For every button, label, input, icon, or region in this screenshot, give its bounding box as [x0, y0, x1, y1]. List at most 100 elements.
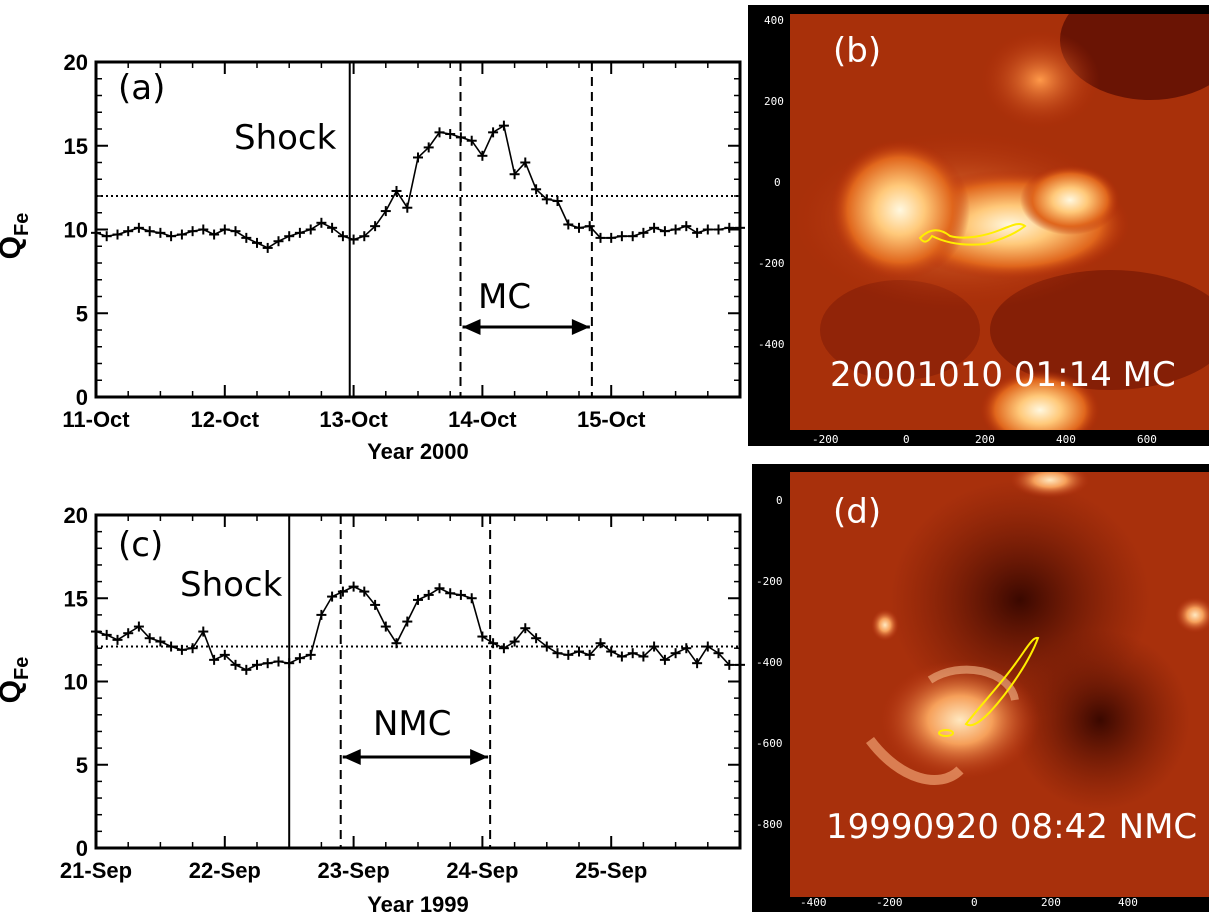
data-point: [348, 234, 359, 245]
y-tick-label: 10: [64, 670, 88, 695]
panel-c-y-axis-q: Q: [0, 680, 27, 703]
data-point: [713, 224, 724, 235]
data-point: [681, 221, 692, 232]
panel-b-y-ticks: 400 200 0 -200 -400: [758, 14, 785, 351]
data-point: [563, 649, 574, 660]
data-point: [370, 599, 381, 610]
data-point: [112, 634, 123, 645]
y-tick-label: 10: [64, 218, 88, 243]
data-point: [702, 641, 713, 652]
region-arrow-head-left: [342, 749, 361, 765]
data-point: [595, 232, 606, 243]
data-point: [337, 231, 348, 242]
data-point: [455, 589, 466, 600]
x-tick-label: 22-Sep: [189, 858, 261, 883]
data-point: [380, 206, 391, 217]
panel-c-series: [91, 581, 745, 675]
panel-b-x-tick: 200: [975, 433, 995, 446]
data-point: [466, 135, 477, 146]
data-point: [91, 626, 101, 637]
panel-a-y-axis-title: QFe: [0, 213, 33, 260]
region-arrow-head-right: [571, 319, 590, 335]
data-point: [649, 222, 660, 233]
data-point: [692, 227, 703, 238]
data-point: [413, 152, 423, 163]
panel-b-image: (b) 20001010 01:14 MC 400 200 0 -200 -40…: [748, 5, 1209, 446]
panel-c-x-ticks: 21-Sep 22-Sep 23-Sep 24-Sep 25-Sep: [60, 515, 709, 883]
data-point: [198, 626, 209, 637]
panel-b-timestamp: 20001010 01:14 MC: [830, 355, 1176, 395]
data-point: [209, 229, 220, 240]
panel-d-y-tick: -800: [756, 818, 783, 831]
data-point: [713, 648, 724, 659]
data-point: [584, 221, 595, 232]
panel-d-x-tick: -200: [876, 896, 903, 909]
data-point: [541, 194, 552, 205]
data-point: [176, 229, 187, 240]
panel-d-y-tick: -600: [756, 737, 783, 750]
data-point: [659, 654, 670, 665]
x-tick-label: 24-Sep: [446, 858, 518, 883]
panel-b-y-tick: 0: [774, 176, 781, 189]
data-point: [305, 224, 316, 235]
data-point: [209, 654, 220, 665]
data-point: [316, 609, 327, 620]
data-point: [681, 643, 692, 654]
data-point: [413, 594, 423, 605]
data-point: [520, 157, 531, 168]
data-point: [434, 127, 445, 138]
data-point: [455, 132, 466, 143]
panel-d-y-tick: -400: [756, 656, 783, 669]
x-tick-label: 21-Sep: [60, 858, 132, 883]
x-tick-label: 13-Oct: [319, 407, 388, 432]
data-point: [563, 219, 574, 230]
panel-d-x-tick: 400: [1118, 896, 1138, 909]
x-tick-label: 14-Oct: [448, 407, 517, 432]
data-point: [552, 648, 563, 659]
panel-a-x-ticks: 11-Oct 12-Oct 13-Oct 14-Oct 15-Oct: [62, 62, 709, 432]
data-point: [488, 127, 499, 138]
y-tick-label: 5: [76, 753, 88, 778]
data-point: [370, 221, 381, 232]
panel-d-x-ticks: -400 -200 0 200 400: [800, 896, 1138, 909]
data-point: [466, 593, 477, 604]
data-point: [198, 224, 209, 235]
data-point: [627, 231, 638, 242]
data-point: [155, 227, 166, 238]
x-tick-label: 23-Sep: [318, 858, 390, 883]
data-point: [219, 649, 230, 660]
panel-b-x-tick: 600: [1137, 433, 1157, 446]
data-point: [348, 581, 359, 592]
y-tick-label: 0: [76, 836, 88, 861]
data-point: [402, 616, 413, 627]
panel-c-region-label: NMC: [373, 704, 452, 744]
panel-d-contour: [964, 636, 1040, 727]
panel-d-timestamp: 19990920 08:42 NMC: [826, 807, 1197, 847]
data-point: [112, 229, 123, 240]
panel-d-label: (d): [833, 492, 881, 532]
data-point: [391, 638, 402, 649]
x-tick-label: 12-Oct: [191, 407, 260, 432]
data-point: [638, 227, 649, 238]
x-tick-label: 15-Oct: [577, 407, 646, 432]
data-point: [327, 591, 338, 602]
data-point: [702, 224, 713, 235]
panel-b-x-tick: 400: [1056, 433, 1076, 446]
x-tick-label: 11-Oct: [62, 407, 130, 432]
data-point: [692, 658, 703, 669]
data-point: [123, 628, 134, 639]
data-point: [574, 646, 584, 657]
data-point: [187, 226, 198, 237]
data-point: [616, 231, 627, 242]
panel-b-x-ticks: -200 0 200 400 600: [812, 433, 1157, 446]
panel-a-label: (a): [118, 68, 165, 108]
panel-a-shock-label: Shock: [234, 118, 337, 158]
panel-d-image: (d) 19990920 08:42 NMC 0 -200 -400 -600 …: [752, 464, 1209, 912]
data-point: [133, 621, 144, 632]
panel-c-label: (c): [118, 525, 163, 565]
data-point: [531, 633, 542, 644]
panel-a-series: [91, 120, 745, 253]
y-tick-label: 0: [76, 385, 88, 410]
data-point: [101, 231, 112, 242]
